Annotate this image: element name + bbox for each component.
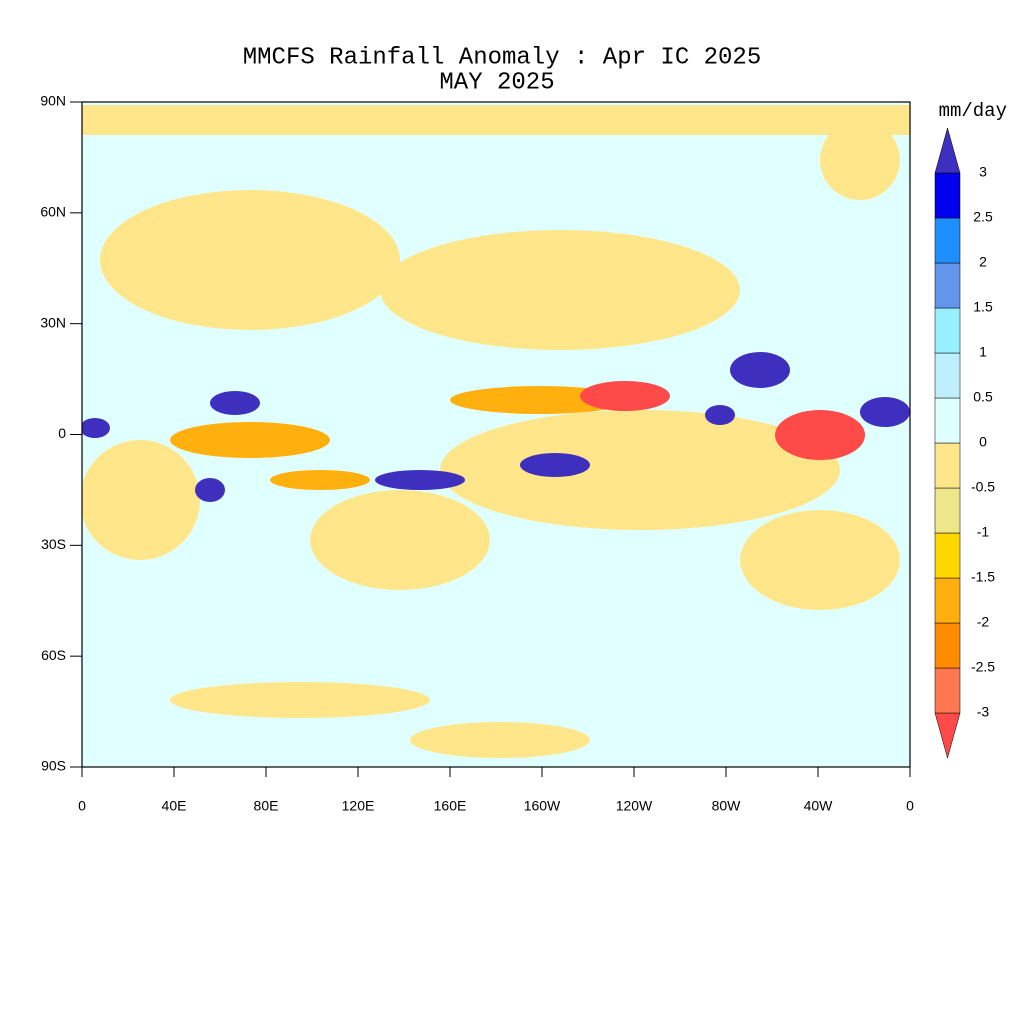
colorbar-box <box>934 172 961 219</box>
colorbar-label: 2 <box>979 254 987 270</box>
x-tick-label: 80W <box>712 798 742 814</box>
x-tick-label: 40E <box>162 798 187 814</box>
colorbar-label: -2.5 <box>971 659 995 675</box>
colorbar-label: 3 <box>979 164 987 180</box>
colorbar-label: -2 <box>977 614 990 630</box>
colorbar-box <box>934 667 961 714</box>
colorbar-high <box>934 127 961 174</box>
y-tick-label: 30N <box>40 314 66 330</box>
colorbar-label: -0.5 <box>971 479 995 495</box>
y-tick-label: 90N <box>40 93 66 109</box>
y-tick-label: 60S <box>41 647 66 663</box>
colorbar-label: 1.5 <box>973 299 993 315</box>
colorbar-title: mm/day <box>939 100 1007 122</box>
colorbar-label: 2.5 <box>973 209 993 225</box>
y-tick-label: 90S <box>41 758 66 774</box>
colorbar-label: 0.5 <box>973 389 993 405</box>
x-tick-label: 120W <box>616 798 653 814</box>
colorbar-low <box>934 712 961 759</box>
colorbar-box <box>934 622 961 669</box>
y-tick-label: 30S <box>41 536 66 552</box>
colorbar-box <box>934 532 961 579</box>
colorbar-box <box>934 442 961 489</box>
colorbar-label: 0 <box>979 434 987 450</box>
colorbar-box <box>934 352 961 399</box>
colorbar-box <box>934 397 961 444</box>
colorbar-label: -1.5 <box>971 569 995 585</box>
chart-title: MMCFS Rainfall Anomaly : Apr IC 2025 <box>243 44 761 71</box>
x-tick-label: 160W <box>524 798 561 814</box>
colorbar-box <box>934 307 961 354</box>
colorbar-label: -1 <box>977 524 990 540</box>
y-tick-label: 0 <box>58 425 66 441</box>
x-tick-label: 80E <box>254 798 279 814</box>
x-tick-label: 40W <box>804 798 834 814</box>
colorbar-box <box>934 487 961 534</box>
y-tick-label: 60N <box>40 204 66 220</box>
x-tick-label: 160E <box>434 798 467 814</box>
colorbar-box <box>934 577 961 624</box>
x-tick-label: 120E <box>342 798 375 814</box>
map-field <box>82 102 910 767</box>
colorbar-box <box>934 217 961 264</box>
colorbar-box <box>934 262 961 309</box>
colorbar-label: -3 <box>977 704 990 720</box>
chart-subtitle: MAY 2025 <box>439 69 554 96</box>
colorbar-label: 1 <box>979 344 987 360</box>
x-tick-label: 0 <box>78 798 86 814</box>
x-tick-label: 0 <box>906 798 914 814</box>
